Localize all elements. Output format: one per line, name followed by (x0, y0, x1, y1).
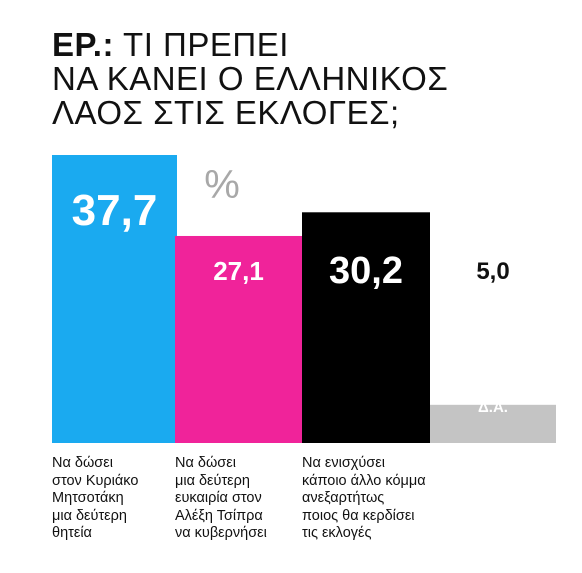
category-label-3-line: ανεξαρτήτως (302, 490, 385, 506)
category-label-3: Να ενισχύσει κάποιο άλλο κόμμα ανεξαρτήτ… (302, 455, 437, 543)
category-label-1-line: Να δώσει (52, 455, 113, 471)
category-label-1-line: Μητσοτάκη (52, 490, 124, 506)
category-label-2-line: να κυβερνήσει (175, 525, 267, 541)
bar-2 (175, 235, 302, 443)
category-label-1-line: στον Κυριάκο (52, 472, 139, 489)
category-label-2-line: ευκαιρία στον (175, 490, 262, 506)
category-label-3-line: κάποιο άλλο κόμμα (302, 472, 426, 489)
title-prefix: ΕΡ.: (52, 26, 114, 63)
category-label-2: Να δώσει μια δεύτερη ευκαιρία στον Αλέξη… (175, 455, 300, 543)
category-label-2-line: Αλέξη Τσίπρα (175, 507, 263, 524)
category-label-2-line: Να δώσει (175, 455, 236, 471)
title-text-1: ΤΙ ΠΡΕΠΕΙ (123, 26, 289, 63)
title-line-3: ΛΑΟΣ ΣΤΙΣ ΕΚΛΟΓΕΣ; (52, 94, 400, 131)
chart-title: ΕΡ.: ΤΙ ΠΡΕΠΕΙ ΝΑ ΚΑΝΕΙ Ο ΕΛΛΗΝΙΚΟΣ ΛΑΟΣ… (52, 28, 448, 130)
category-label-3-line: ποιος θα κερδίσει (302, 507, 415, 524)
category-label-4: Δ.Α. (478, 399, 508, 416)
value-label-1: 37,7 (72, 186, 158, 235)
category-label-1-line: θητεία (52, 525, 92, 541)
title-line-2: ΝΑ ΚΑΝΕΙ Ο ΕΛΛΗΝΙΚΟΣ (52, 60, 449, 97)
bar-4 (430, 404, 556, 443)
title-line-1: ΕΡ.: ΤΙ ΠΡΕΠΕΙ (52, 28, 448, 62)
category-label-1: Να δώσει στον Κυριάκο Μητσοτάκη μια δεύτ… (52, 455, 177, 543)
bar-1 (52, 155, 177, 443)
value-label-2: 27,1 (213, 256, 264, 286)
value-label-3: 30,2 (329, 250, 403, 292)
unit-label: % (204, 163, 240, 207)
bar-3 (302, 212, 430, 443)
category-label-3-line: τις εκλογές (302, 525, 372, 541)
value-label-4: 5,0 (476, 258, 509, 285)
category-label-1-line: μια δεύτερη (52, 507, 127, 524)
category-label-2-line: μια δεύτερη (175, 472, 250, 489)
category-label-3-line: Να ενισχύσει (302, 455, 385, 471)
